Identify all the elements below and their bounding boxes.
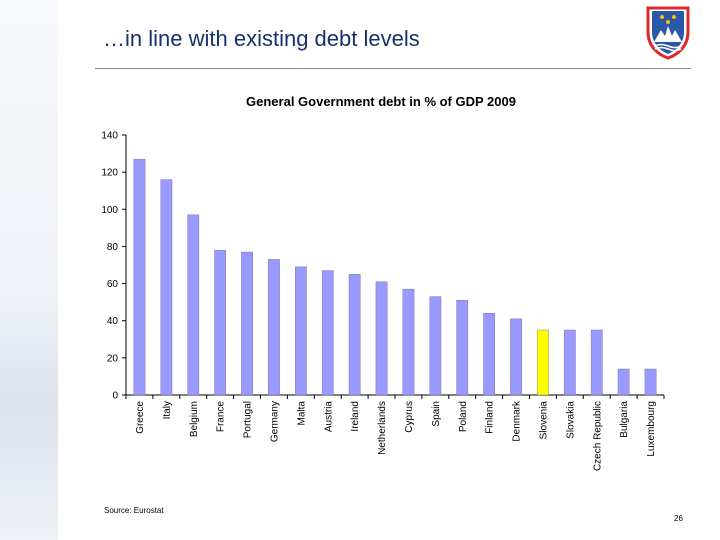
chart-title: General Government debt in % of GDP 2009	[246, 94, 516, 109]
bar-austria	[321, 270, 334, 396]
bar-denmark	[510, 318, 522, 396]
bar-finland	[483, 313, 495, 396]
page-number: 26	[674, 514, 683, 523]
bar-slovakia	[564, 329, 576, 396]
x-tick-label: Portugal	[243, 401, 254, 438]
decorative-left-band	[0, 0, 58, 540]
bar-poland	[456, 300, 469, 396]
y-tick-label: 0	[112, 391, 118, 402]
bar-france	[214, 249, 226, 396]
slide-title: …in line with existing debt levels	[103, 26, 420, 51]
title-divider	[95, 68, 691, 69]
x-tick-label: Luxembourg	[646, 401, 657, 457]
source-note: Source: Eurostat	[104, 506, 164, 515]
bar-portugal	[241, 251, 253, 396]
x-tick-label: Poland	[458, 401, 469, 432]
bar-malta	[295, 266, 307, 396]
y-tick-label: 140	[101, 131, 118, 142]
x-tick-label: Italy	[162, 401, 173, 419]
y-tick-label: 60	[107, 279, 119, 290]
y-tick-label: 20	[107, 353, 119, 364]
bar-italy	[160, 179, 173, 396]
x-tick-label: Netherlands	[377, 401, 388, 455]
x-tick-label: Ireland	[350, 401, 361, 432]
x-tick-label: Germany	[269, 401, 280, 442]
coat-of-arms-icon	[646, 6, 690, 60]
x-tick-label: Slovenia	[538, 401, 549, 440]
x-tick-label: Austria	[323, 401, 334, 433]
bar-ireland	[348, 274, 361, 396]
x-tick-label: Slovakia	[565, 401, 576, 439]
x-tick-label: Cyprus	[404, 401, 415, 433]
x-tick-label: Finland	[485, 401, 496, 434]
bar-luxembourg	[644, 368, 657, 396]
bar-cyprus	[402, 288, 415, 396]
x-tick-label: Denmark	[512, 400, 523, 442]
x-tick-label: Belgium	[189, 401, 200, 437]
y-tick-label: 80	[107, 242, 119, 253]
bar-greece	[133, 158, 146, 396]
x-tick-label: Bulgaria	[619, 401, 630, 438]
y-tick-label: 100	[101, 205, 118, 216]
bar-belgium	[187, 214, 200, 396]
bar-spain	[429, 296, 442, 396]
bar-czech-republic	[590, 329, 603, 396]
x-tick-label: Malta	[296, 401, 307, 426]
bar-germany	[268, 259, 280, 396]
y-tick-label: 40	[107, 316, 119, 327]
bar-bulgaria	[617, 368, 630, 396]
x-tick-label: Czech Republic	[592, 401, 603, 471]
x-tick-label: Greece	[135, 401, 146, 434]
x-tick-label: France	[216, 401, 227, 433]
y-tick-label: 120	[101, 168, 118, 179]
x-tick-label: Spain	[431, 401, 442, 427]
bar-netherlands	[375, 281, 388, 396]
bar-slovenia	[537, 329, 549, 396]
